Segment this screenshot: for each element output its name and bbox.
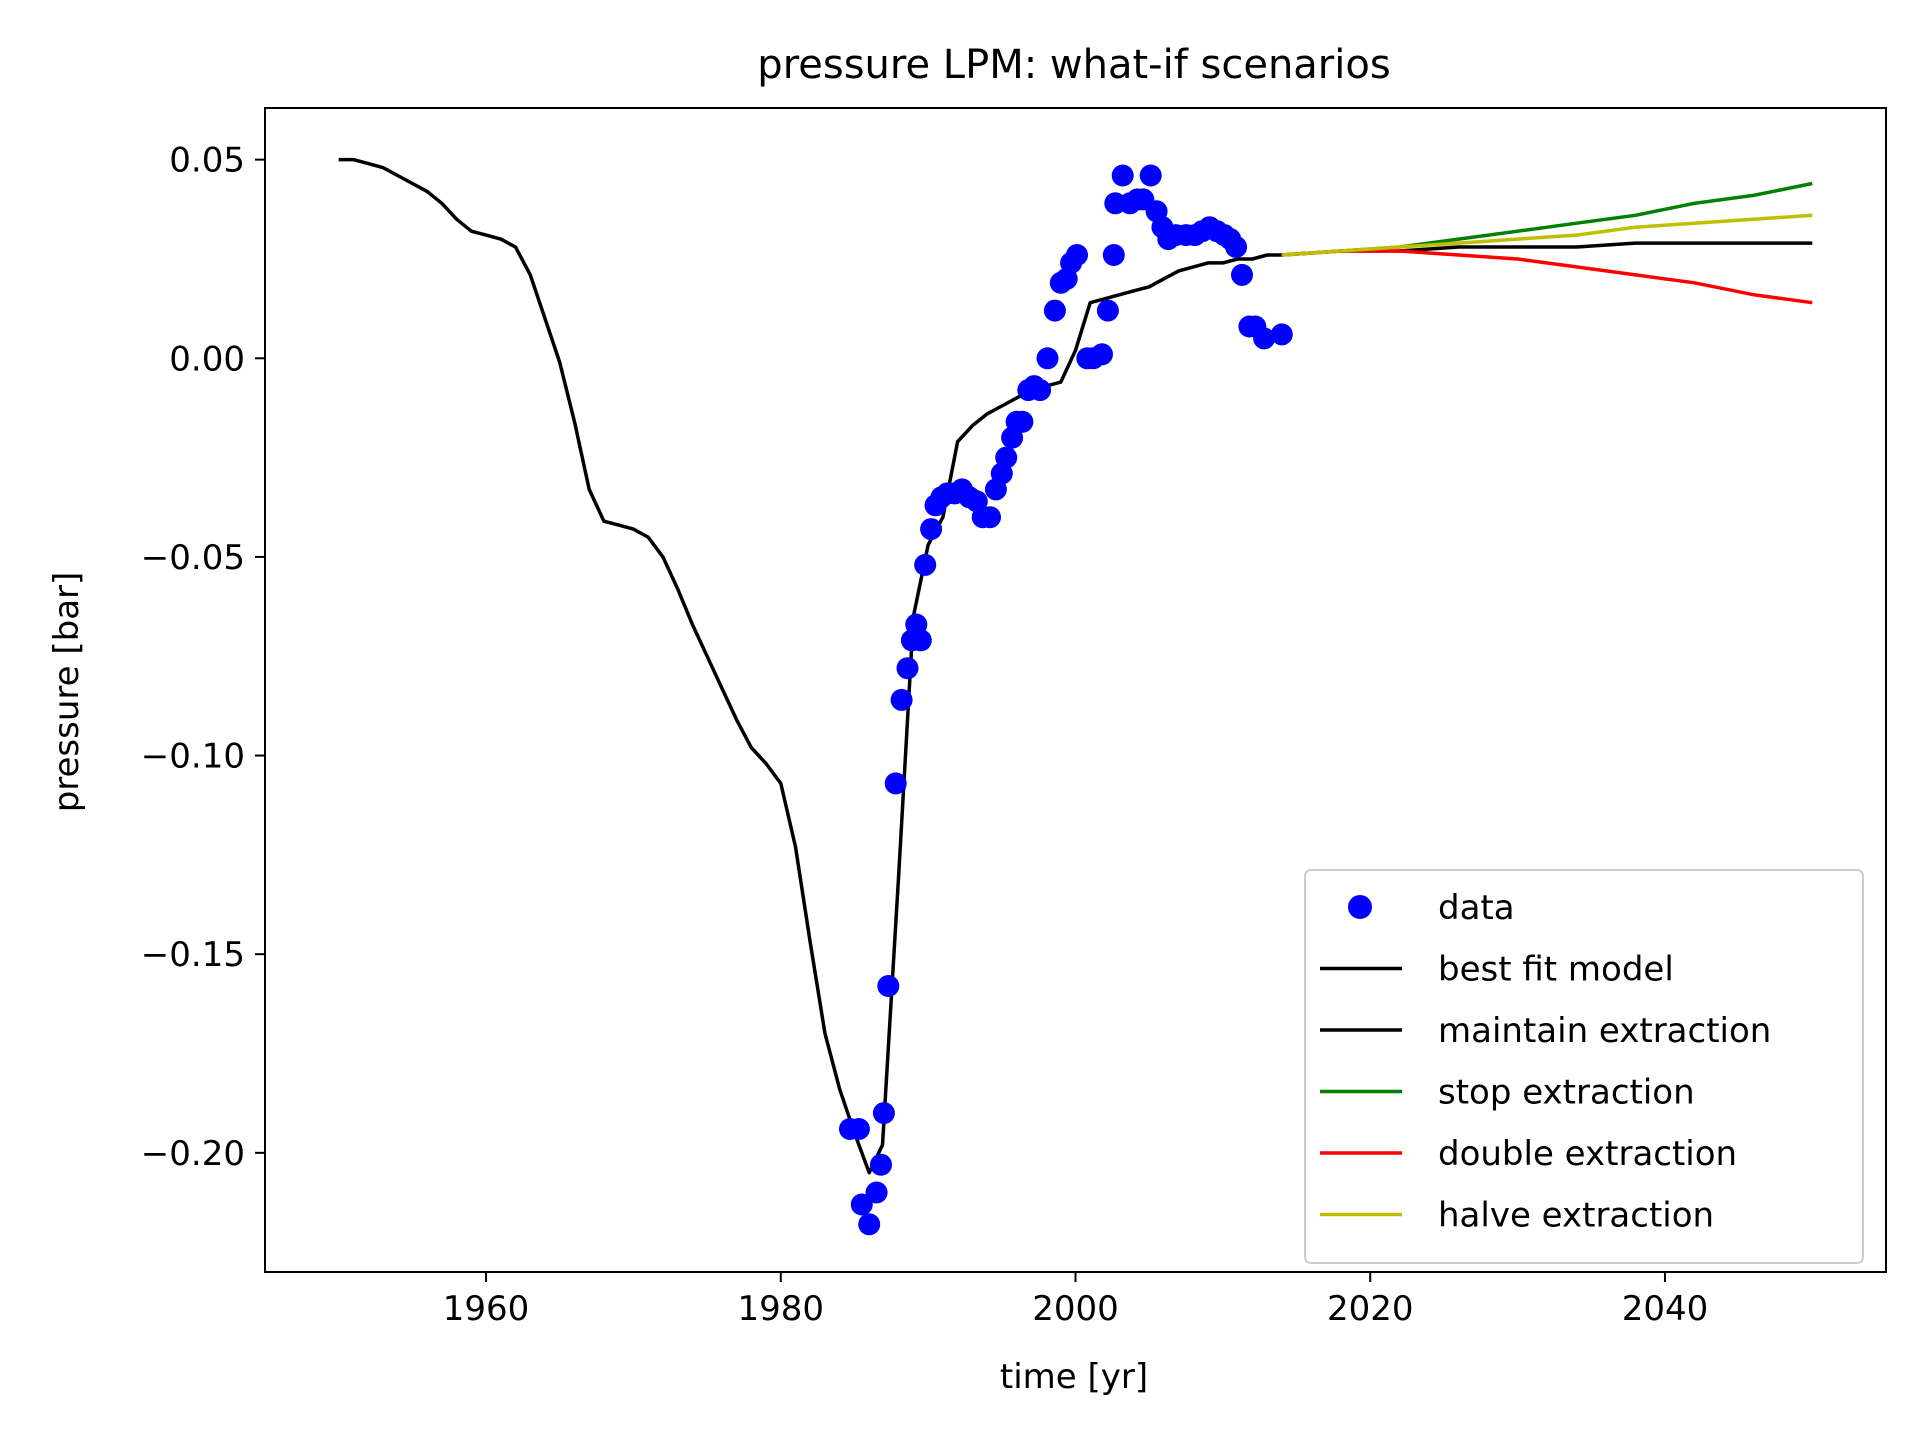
- series-line-halve-extraction: [1281, 213, 1813, 257]
- data-point: [1253, 327, 1276, 350]
- data-point: [909, 629, 932, 652]
- data-point: [1270, 323, 1293, 346]
- data-point: [1111, 164, 1134, 187]
- data-point: [1091, 343, 1113, 366]
- data-point: [865, 1181, 888, 1204]
- data-point: [979, 506, 1001, 529]
- data-point: [890, 688, 913, 711]
- data-point: [884, 772, 907, 795]
- data-point: [1096, 299, 1119, 322]
- y-tick-label: 0.00: [169, 339, 245, 379]
- legend-label: halve extraction: [1438, 1196, 1714, 1236]
- series-line-double-extraction: [1281, 249, 1813, 305]
- x-ticks: 1960 1980 2000 2020 2040: [443, 1272, 1708, 1329]
- x-tick-label: 2000: [1032, 1289, 1119, 1329]
- data-point: [877, 975, 900, 997]
- legend-marker: [1348, 895, 1372, 919]
- data-point: [1139, 164, 1162, 187]
- data-point: [995, 446, 1018, 469]
- x-tick-label: 1980: [738, 1289, 825, 1329]
- legend-label: data: [1438, 888, 1515, 928]
- y-tick-label: −0.20: [141, 1134, 245, 1174]
- data-point: [920, 518, 943, 541]
- data-point: [1066, 244, 1088, 266]
- x-axis-label: time [yr]: [1000, 1357, 1148, 1397]
- y-tick-label: −0.10: [141, 737, 245, 777]
- data-point: [1102, 244, 1125, 266]
- data-point: [1011, 410, 1034, 433]
- chart-title: pressure LPM: what-if scenarios: [757, 42, 1390, 88]
- legend-label: double extraction: [1438, 1134, 1737, 1174]
- legend-box: [1304, 869, 1864, 1264]
- data-point: [1231, 263, 1253, 286]
- data-point: [1225, 236, 1248, 258]
- y-tick-label: −0.05: [141, 538, 245, 578]
- x-tick-label: 2040: [1622, 1289, 1709, 1329]
- series-line-best-fit-model: [338, 157, 1282, 1175]
- data-point: [847, 1118, 870, 1140]
- legend: data best fit model maintain extraction sto…: [1304, 869, 1864, 1264]
- legend-label: maintain extraction: [1438, 1011, 1771, 1051]
- plot-frame: [264, 107, 1887, 1273]
- legend-label: stop extraction: [1438, 1073, 1695, 1113]
- data-point: [896, 657, 919, 680]
- data-point: [858, 1213, 881, 1236]
- legend-label: best fit model: [1438, 950, 1674, 990]
- y-tick-label: 0.05: [169, 141, 245, 181]
- y-tick-label: −0.15: [141, 935, 245, 975]
- data-point: [914, 553, 937, 576]
- data-point: [1043, 299, 1066, 322]
- data-point: [870, 1153, 892, 1176]
- x-tick-label: 2020: [1327, 1289, 1414, 1329]
- x-tick-label: 1960: [443, 1289, 530, 1329]
- data-point: [850, 1193, 873, 1216]
- data-point: [1036, 347, 1059, 370]
- plot-area: [338, 157, 1813, 1236]
- data-point: [1029, 379, 1052, 402]
- y-axis-label: pressure [bar]: [47, 572, 87, 813]
- y-ticks: 0.05 0.00 −0.05 −0.10 −0.15 −0.20: [141, 141, 265, 1174]
- data-point: [872, 1102, 895, 1125]
